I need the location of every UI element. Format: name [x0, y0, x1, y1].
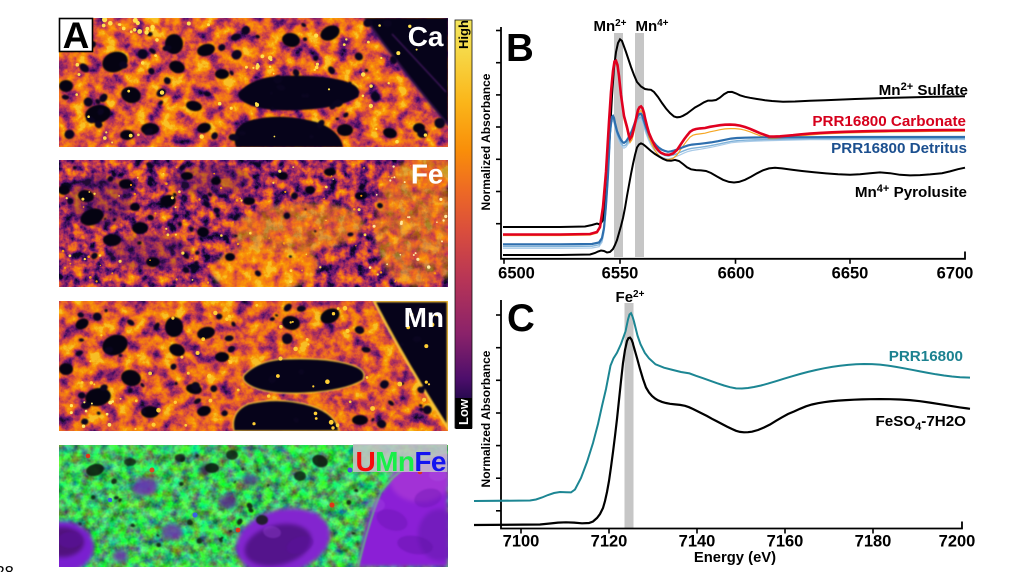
svg-text:FeSO4-7H2O: FeSO4-7H2O — [875, 413, 966, 433]
svg-text:Ca: Ca — [408, 21, 444, 52]
svg-text:A: A — [63, 15, 90, 56]
svg-text:6500: 6500 — [498, 265, 535, 283]
svg-text:Energy (eV): Energy (eV) — [694, 550, 776, 566]
svg-text:PRR16800: PRR16800 — [889, 348, 963, 365]
svg-text:7180: 7180 — [855, 533, 892, 551]
svg-text:PRR16800 Carbonate: PRR16800 Carbonate — [812, 113, 966, 130]
svg-text:Fe: Fe — [411, 159, 444, 190]
svg-text:Low: Low — [456, 398, 471, 425]
svg-text:6700: 6700 — [937, 265, 974, 283]
svg-text:Mn: Mn — [404, 302, 444, 333]
svg-text:7140: 7140 — [679, 533, 716, 551]
svg-text:6600: 6600 — [718, 265, 755, 283]
svg-text:UMnFe: UMnFe — [356, 446, 446, 477]
svg-text:7100: 7100 — [503, 533, 540, 551]
svg-text:B: B — [506, 27, 534, 70]
svg-text:6550: 6550 — [602, 265, 639, 283]
svg-text:C: C — [507, 297, 535, 340]
svg-text:Normalized Absorbance: Normalized Absorbance — [479, 350, 493, 487]
svg-text:28: 28 — [0, 564, 14, 572]
svg-text:Mn4+ Pyrolusite: Mn4+ Pyrolusite — [855, 183, 967, 201]
svg-text:Normalized Absorbance: Normalized Absorbance — [479, 73, 493, 210]
svg-text:7120: 7120 — [591, 533, 628, 551]
svg-text:6650: 6650 — [832, 265, 869, 283]
svg-text:Mn2+ Sulfate: Mn2+ Sulfate — [879, 81, 968, 99]
svg-text:7160: 7160 — [767, 533, 804, 551]
svg-text:High: High — [456, 20, 471, 49]
svg-text:PRR16800 Detritus: PRR16800 Detritus — [831, 140, 967, 157]
svg-text:7200: 7200 — [939, 533, 976, 551]
